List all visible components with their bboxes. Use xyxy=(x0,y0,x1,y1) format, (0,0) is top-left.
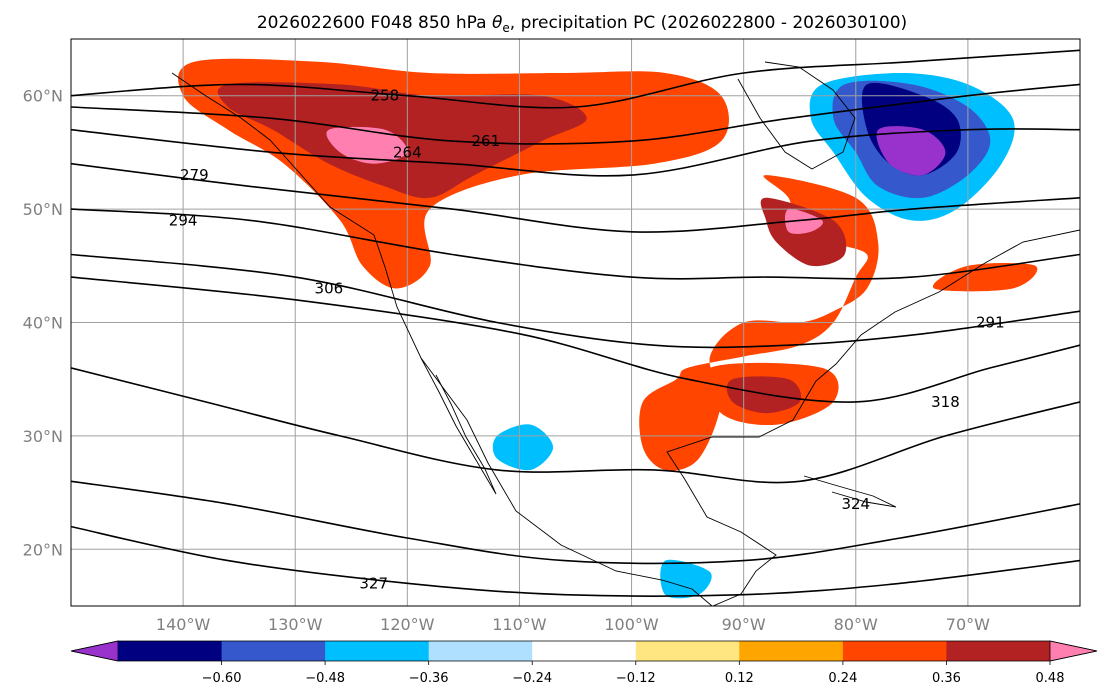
colorbar-swatches xyxy=(70,640,1098,662)
latitude-tick-label: 60°N xyxy=(23,87,63,106)
colorbar-swatch xyxy=(428,641,533,661)
coastline-baja xyxy=(420,357,497,495)
coastline-north-america xyxy=(171,72,713,606)
colorbar-outline xyxy=(70,640,1098,662)
colorbar-tick-label: 0.36 xyxy=(932,671,961,686)
map-title: 2026022600 F048 850 hPa θe, precipitatio… xyxy=(257,13,907,35)
contour-label: 279 xyxy=(180,166,209,184)
shading-region-1-2 xyxy=(726,376,802,414)
colorbar-tick-label: 0.48 xyxy=(1036,671,1065,686)
coastlines xyxy=(171,61,1080,606)
theta-e-contour xyxy=(71,83,1080,145)
longitude-tick-label: 130°W xyxy=(268,615,323,634)
colorbar-swatch xyxy=(635,641,740,661)
colorbar-swatch xyxy=(842,641,947,661)
theta-e-contour xyxy=(71,162,1080,233)
theta-e-contour xyxy=(71,253,1080,349)
colorbar-tick-label: −0.48 xyxy=(305,671,345,686)
contour-label: 327 xyxy=(359,574,388,592)
contour-label: 291 xyxy=(976,314,1005,332)
colorbar-tick-label: −0.12 xyxy=(616,671,656,686)
graticule xyxy=(71,39,1080,606)
colorbar-tick-label: 0.12 xyxy=(725,671,754,686)
theta-e-contour xyxy=(71,128,1080,177)
theta-e-contours: 258 261 264 279 294 306 291 318 324 327 xyxy=(71,49,1080,597)
coastline-hudson-bay xyxy=(737,61,856,170)
coastline-cuba xyxy=(803,475,897,508)
colorbar-extend-low xyxy=(70,640,119,662)
longitude-tick-label: 100°W xyxy=(604,615,659,634)
shading-region-6-0 xyxy=(876,126,946,176)
contour-label: 264 xyxy=(393,143,422,161)
contour-label: 261 xyxy=(471,132,500,150)
colorbar-swatch xyxy=(325,641,430,661)
latitude-tick-label: 50°N xyxy=(23,200,63,219)
theta-e-contour xyxy=(71,480,1080,565)
shading-region-2-1 xyxy=(784,208,823,234)
longitude-tick-label: 140°W xyxy=(156,615,211,634)
shading-region-2-0 xyxy=(326,126,408,164)
contour-label: 324 xyxy=(841,495,870,513)
longitude-tick-label: 90°W xyxy=(722,615,766,634)
contour-label: 306 xyxy=(315,279,344,297)
shading-region-3-2 xyxy=(660,559,712,599)
theta-e-contour xyxy=(71,276,1080,403)
theta-e-contour xyxy=(71,49,1080,109)
theta-e-contour xyxy=(71,525,1080,597)
latitude-tick-label: 40°N xyxy=(23,314,63,333)
contour-label: 318 xyxy=(931,393,960,411)
colorbar-swatch xyxy=(221,641,326,661)
colorbar-swatch xyxy=(118,641,223,661)
colorbar-ticks: −0.60 −0.48 −0.36 −0.24 −0.12 0.12 0.24 0.36 0.4… xyxy=(202,661,1065,686)
map-frame xyxy=(70,38,1081,607)
colorbar-swatch xyxy=(739,641,844,661)
contour-label: 294 xyxy=(169,211,198,229)
colorbar-swatch xyxy=(532,641,637,661)
colorbar-tick-label: −0.60 xyxy=(202,671,242,686)
theta-e-contour xyxy=(71,367,1080,484)
latitude-tick-label: 20°N xyxy=(23,540,63,559)
colorbar: −0.60 −0.48 −0.36 −0.24 −0.12 0.12 0.24 0.36 0.4… xyxy=(70,640,1098,686)
coastline-gulf xyxy=(666,229,1080,606)
longitude-ticks: 140°W 130°W 120°W 110°W 100°W 90°W 80°W 70°W xyxy=(156,615,990,634)
longitude-tick-label: 70°W xyxy=(946,615,990,634)
longitude-tick-label: 120°W xyxy=(380,615,435,634)
theta-e-contour xyxy=(71,208,1080,280)
colorbar-tick-label: 0.24 xyxy=(828,671,857,686)
longitude-tick-label: 80°W xyxy=(834,615,878,634)
colorbar-swatch xyxy=(946,641,1051,661)
colorbar-tick-label: −0.24 xyxy=(512,671,552,686)
colorbar-extend-high xyxy=(1049,640,1098,662)
shading-region-1-0 xyxy=(217,82,587,199)
contour-label: 258 xyxy=(371,87,400,105)
colorbar-tick-label: −0.36 xyxy=(409,671,449,686)
latitude-tick-label: 30°N xyxy=(23,427,63,446)
shading-region-0-2 xyxy=(932,262,1038,292)
map-area[interactable]: 258 261 264 279 294 306 291 318 324 327 xyxy=(70,38,1081,607)
theta-symbol: θ xyxy=(492,13,503,33)
latitude-ticks: 60°N 50°N 40°N 30°N 20°N xyxy=(23,87,63,560)
longitude-tick-label: 110°W xyxy=(492,615,547,634)
theta-subscript: e xyxy=(502,21,509,35)
